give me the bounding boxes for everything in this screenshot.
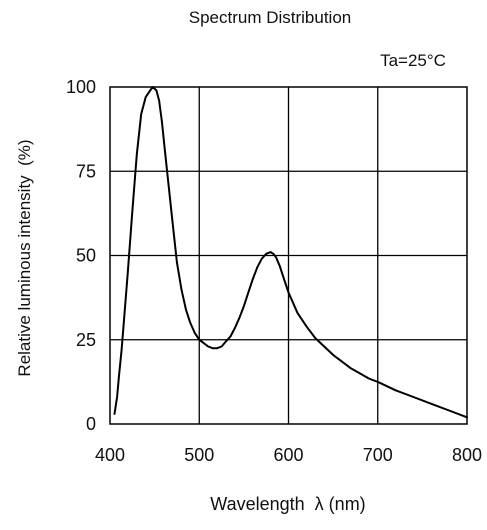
x-tick-label: 500	[184, 445, 214, 465]
y-tick-label: 100	[66, 77, 96, 97]
tick-label-layer: 400 500 600 700 800 0 25 50 75 100	[66, 77, 482, 465]
chart-title: Spectrum Distribution	[189, 8, 352, 27]
x-tick-label: 400	[95, 445, 125, 465]
y-tick-label: 75	[76, 161, 96, 181]
x-tick-label: 600	[273, 445, 303, 465]
y-tick-label: 25	[76, 330, 96, 350]
x-axis-label: Wavelength λ (nm)	[210, 494, 365, 514]
x-tick-label: 800	[452, 445, 482, 465]
y-tick-label: 0	[86, 414, 96, 434]
grid-layer	[110, 87, 467, 424]
condition-label: Ta=25°C	[380, 51, 446, 70]
spectrum-line	[113, 86, 468, 419]
y-tick-label: 50	[76, 246, 96, 266]
x-tick-label: 700	[363, 445, 393, 465]
y-axis-label: Relative luminous intensity (%)	[15, 139, 34, 376]
plot-frame	[109, 86, 468, 425]
